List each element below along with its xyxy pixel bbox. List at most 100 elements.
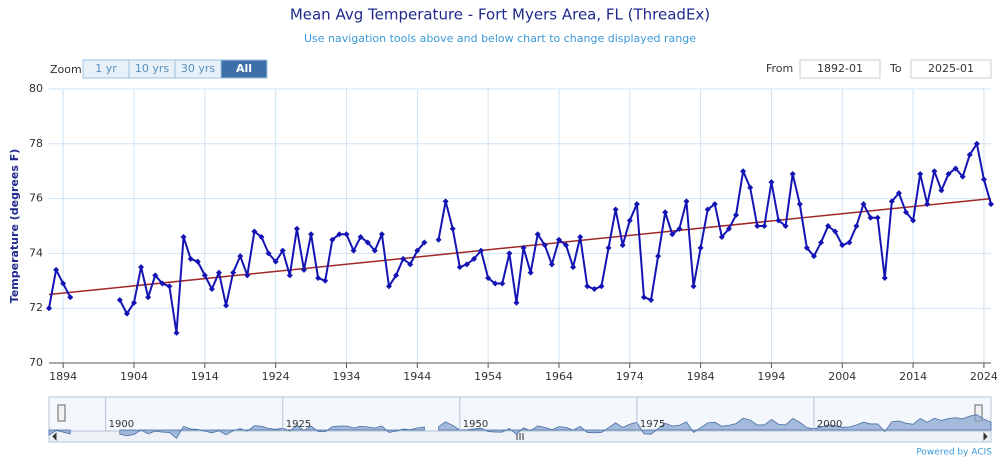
data-point bbox=[555, 236, 562, 243]
data-point bbox=[860, 201, 867, 208]
data-point bbox=[633, 201, 640, 208]
data-point bbox=[966, 151, 973, 158]
data-point bbox=[683, 198, 690, 205]
y-tick-label: 76 bbox=[29, 192, 43, 205]
zoom-button-label[interactable]: All bbox=[236, 62, 252, 75]
x-tick-label: 1924 bbox=[262, 370, 290, 383]
data-point bbox=[988, 201, 994, 208]
zoom-button-label[interactable]: 1 yr bbox=[95, 62, 117, 75]
x-tick-label: 2014 bbox=[899, 370, 927, 383]
data-point bbox=[527, 269, 534, 276]
to-value[interactable]: 2025-01 bbox=[928, 62, 974, 75]
data-point bbox=[258, 233, 265, 240]
data-point bbox=[463, 261, 470, 268]
x-tick-label: 1944 bbox=[403, 370, 431, 383]
data-point bbox=[534, 231, 541, 238]
data-point bbox=[810, 253, 817, 260]
data-point bbox=[173, 329, 180, 336]
data-point bbox=[378, 231, 385, 238]
data-point bbox=[747, 184, 754, 191]
data-point bbox=[612, 206, 619, 213]
data-point bbox=[421, 239, 428, 246]
data-point bbox=[237, 253, 244, 260]
data-point bbox=[223, 302, 230, 309]
data-point bbox=[577, 233, 584, 240]
data-point bbox=[350, 247, 357, 254]
data-point bbox=[215, 269, 222, 276]
to-input[interactable] bbox=[910, 59, 992, 79]
y-tick-label: 72 bbox=[29, 301, 43, 314]
data-point bbox=[499, 280, 506, 287]
data-point bbox=[725, 225, 732, 232]
navigator-handle-left[interactable] bbox=[57, 404, 66, 422]
navigator-tick-label: 1900 bbox=[109, 419, 134, 430]
data-point bbox=[166, 283, 173, 290]
data-point bbox=[973, 140, 980, 147]
from-input[interactable] bbox=[799, 59, 881, 79]
data-point bbox=[343, 231, 350, 238]
data-point bbox=[818, 239, 825, 246]
data-point bbox=[591, 286, 598, 293]
data-point bbox=[655, 253, 662, 260]
from-value[interactable]: 1892-01 bbox=[817, 62, 863, 75]
data-point bbox=[520, 244, 527, 251]
to-label: To bbox=[889, 62, 902, 75]
data-point bbox=[640, 294, 647, 301]
navigator-tick-label: 2000 bbox=[817, 419, 842, 430]
data-point bbox=[315, 275, 322, 282]
data-point bbox=[903, 209, 910, 216]
data-point bbox=[584, 283, 591, 290]
data-point bbox=[980, 176, 987, 183]
data-point bbox=[796, 201, 803, 208]
data-point bbox=[563, 242, 570, 249]
data-point bbox=[244, 272, 251, 279]
y-tick-label: 80 bbox=[29, 82, 43, 95]
data-point bbox=[598, 283, 605, 290]
data-point bbox=[782, 223, 789, 229]
data-point bbox=[945, 170, 952, 177]
data-point bbox=[123, 310, 130, 317]
data-point bbox=[272, 258, 279, 265]
data-point bbox=[208, 286, 215, 293]
zoom-button[interactable] bbox=[220, 59, 268, 79]
credit[interactable]: Powered by ACIS bbox=[916, 448, 992, 458]
data-point bbox=[336, 231, 343, 238]
data-point bbox=[300, 266, 307, 273]
data-point bbox=[138, 264, 145, 271]
data-point bbox=[414, 247, 421, 254]
zoom-button-label[interactable]: 10 yrs bbox=[135, 62, 170, 75]
data-point bbox=[917, 170, 924, 177]
data-point bbox=[662, 209, 669, 216]
data-point bbox=[704, 206, 711, 213]
data-point bbox=[895, 190, 902, 197]
x-tick-label: 1894 bbox=[49, 370, 77, 383]
data-point bbox=[697, 244, 704, 251]
data-point bbox=[648, 296, 655, 303]
data-point bbox=[690, 283, 697, 290]
data-point bbox=[329, 236, 336, 243]
data-point bbox=[194, 258, 201, 265]
data-point bbox=[775, 217, 782, 224]
data-point bbox=[308, 231, 315, 238]
zoom-button-label[interactable]: 30 yrs bbox=[181, 62, 216, 75]
x-tick-label: 1914 bbox=[191, 370, 219, 383]
data-point bbox=[478, 247, 485, 254]
x-tick-label: 1964 bbox=[545, 370, 573, 383]
data-point bbox=[626, 217, 633, 224]
data-point bbox=[265, 250, 272, 257]
data-point bbox=[910, 217, 917, 224]
scrollbar-glyphs bbox=[52, 432, 988, 441]
chart-title: Mean Avg Temperature - Fort Myers Area, … bbox=[290, 6, 710, 24]
data-point bbox=[605, 244, 612, 251]
data-point bbox=[853, 223, 860, 229]
data-point bbox=[711, 201, 718, 208]
y-tick-label: 70 bbox=[29, 356, 43, 369]
data-point bbox=[952, 165, 959, 172]
x-tick-label: 2004 bbox=[828, 370, 856, 383]
data-point bbox=[832, 228, 839, 235]
y-tick-label: 78 bbox=[29, 137, 43, 150]
chart-subtitle: Use navigation tools above and below cha… bbox=[304, 32, 696, 45]
data-point bbox=[130, 299, 137, 306]
data-point bbox=[803, 244, 810, 251]
